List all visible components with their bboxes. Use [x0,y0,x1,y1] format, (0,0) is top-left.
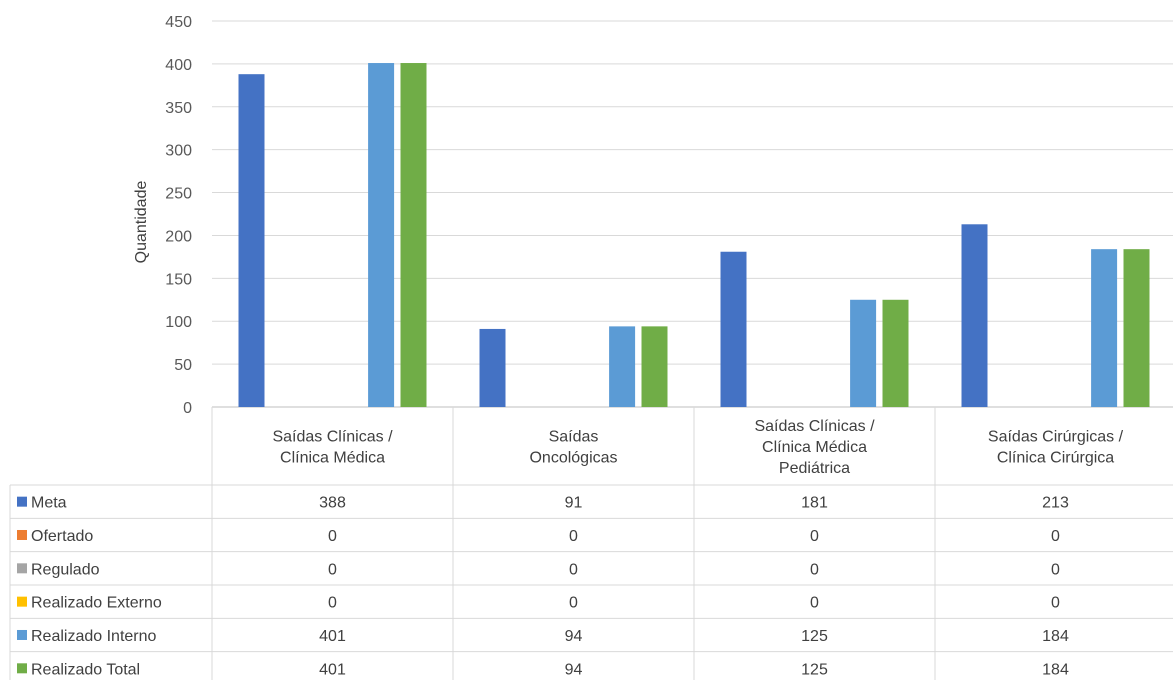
table-cell: 388 [319,495,346,512]
bars [238,63,1150,407]
category-label-line: Clínica Médica [762,439,867,456]
table-cell: 0 [810,528,819,545]
bar [609,326,636,407]
category-label: Saídas Oncológicas [529,429,617,467]
category-label: Saídas Clínicas / Clínica Médica Pediátric… [754,418,875,477]
category-label-line: Oncológicas [529,450,617,467]
y-tick-label: 300 [165,143,192,160]
y-tick-label: 250 [165,186,192,203]
bar [1091,249,1118,407]
bar [1123,249,1150,407]
category-label-line: Saídas Clínicas / [754,418,875,435]
bar [882,299,909,407]
y-tick-label: 0 [183,400,192,417]
legend-key [17,596,27,607]
table-cell: 0 [328,528,337,545]
category-label: Saídas Cirúrgicas / Clínica Cirúrgica [988,429,1124,467]
legend-label: Realizado Interno [31,628,157,645]
legend-label: Realizado Total [31,661,140,678]
category-label: Saídas Clínicas / Clínica Médica [272,429,393,467]
table-cell: 184 [1042,661,1069,678]
category-label-line: Clínica Cirúrgica [997,450,1114,467]
bar [368,63,395,407]
legend-label: Ofertado [31,528,93,545]
table-cell: 125 [801,628,828,645]
bar [238,74,265,407]
table-cell: 401 [319,661,346,678]
gridlines [212,20,1173,408]
table-cell: 0 [1051,528,1060,545]
legend-key [17,629,27,640]
y-tick-label: 400 [165,57,192,74]
bar [641,326,668,407]
y-axis-ticks: 0 50 100 150 200 250 300 350 400 450 [165,14,192,417]
table-cell: 94 [565,628,583,645]
table-cell: 91 [565,495,583,512]
legend-key [17,496,27,507]
legend-key [17,663,27,674]
y-tick-label: 350 [165,100,192,117]
table-cell: 0 [328,595,337,612]
bar [720,251,747,407]
table-cell: 0 [569,528,578,545]
category-label-line: Clínica Médica [280,450,385,467]
legend-key [17,563,27,574]
bar [961,224,988,407]
y-tick-label: 450 [165,14,192,31]
y-tick-label: 200 [165,228,192,245]
category-label-line: Saídas [549,429,599,446]
table-cell: 125 [801,661,828,678]
table-cell: 94 [565,661,583,678]
table-cell: 181 [801,495,828,512]
y-tick-label: 50 [174,357,192,374]
table-cell: 0 [810,561,819,578]
bar [400,63,427,407]
legend-label: Meta [31,495,67,512]
bar [850,299,877,407]
y-tick-label: 100 [165,314,192,331]
category-label-line: Pediátrica [779,460,850,477]
table-cell: 0 [328,561,337,578]
table-cell: 401 [319,628,346,645]
table-cell: 0 [1051,561,1060,578]
category-label-line: Saídas Clínicas / [272,429,393,446]
table-cell: 0 [810,595,819,612]
bar [479,328,506,407]
category-label-line: Saídas Cirúrgicas / [988,429,1124,446]
table-cell: 0 [569,595,578,612]
table-cell: 0 [569,561,578,578]
data-table: Saídas Clínicas / Clínica Médica Saídas Onc… [9,407,1173,680]
table-cell: 213 [1042,495,1069,512]
legend-label: Realizado Externo [31,595,162,612]
y-axis-label: Quantidade [133,181,150,264]
table-cell: 0 [1051,595,1060,612]
y-tick-label: 150 [165,271,192,288]
legend-label: Regulado [31,561,100,578]
table-cell: 184 [1042,628,1069,645]
legend-key [17,529,27,540]
